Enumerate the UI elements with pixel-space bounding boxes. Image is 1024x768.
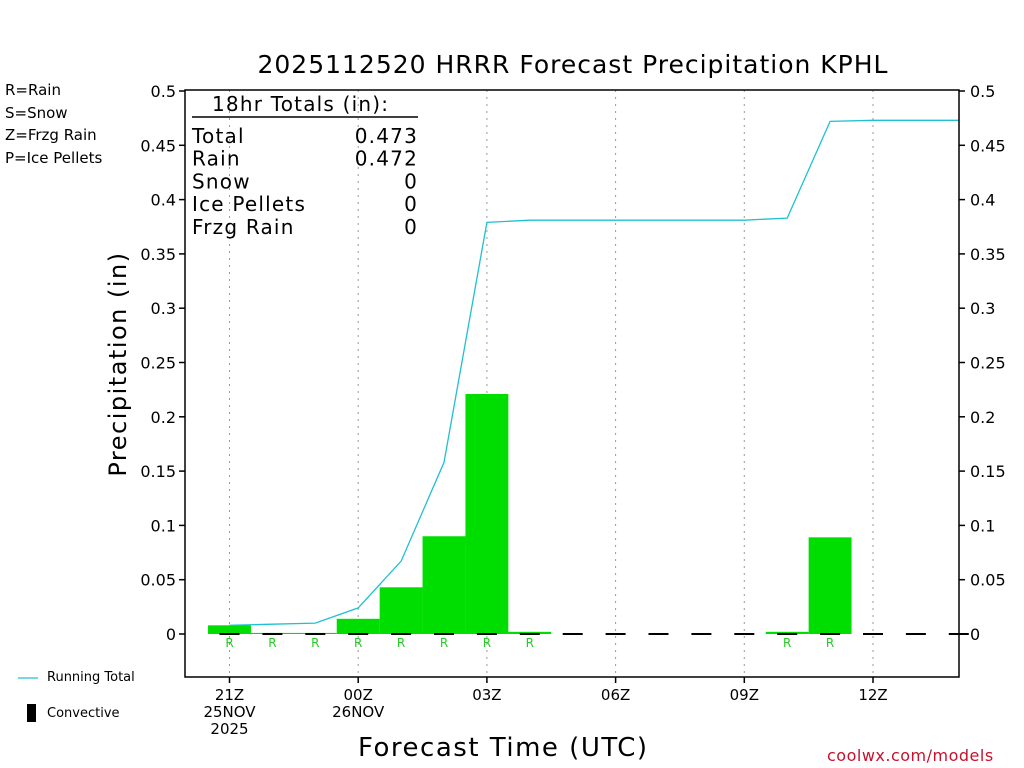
y-tick-label-left: 0.25	[140, 354, 176, 373]
chart-title: 2025112520 HRRR Forecast Precipitation K…	[257, 50, 889, 79]
y-tick-label-right: 0	[970, 625, 980, 644]
precip-bar	[808, 537, 852, 634]
legend-running-total-label: Running Total	[47, 670, 135, 685]
x-axis-title: Forecast Time (UTC)	[358, 733, 649, 763]
y-tick-label-left: 0.4	[151, 191, 176, 210]
plot-frame	[184, 89, 960, 678]
y-tick-label-left: 0.15	[140, 462, 176, 481]
x-tick-label: 25NOV	[203, 703, 256, 721]
x-tick-label: 09Z	[730, 686, 759, 704]
y-tick-label-right: 0.15	[970, 462, 1006, 481]
precip-bar	[379, 587, 423, 634]
y-tick-label-right: 0.05	[970, 571, 1006, 590]
key-ice-pellets: P=Ice Pellets	[5, 149, 103, 167]
y-tick-label-right: 0.3	[970, 299, 995, 318]
precip-bar	[422, 536, 466, 634]
y-tick-label-left: 0	[166, 625, 176, 644]
precip-bar	[765, 631, 809, 634]
legend-convective-label: Convective	[47, 706, 120, 721]
x-tick-label: 06Z	[601, 686, 630, 704]
precip-bar	[336, 618, 380, 634]
precip-type-label: R	[311, 636, 319, 650]
precip-type-label: R	[783, 636, 791, 650]
x-tick-label: 2025	[210, 720, 248, 738]
y-tick-label-right: 0.1	[970, 516, 995, 535]
totals-row-label: Snow	[192, 169, 251, 193]
precip-bar	[465, 393, 509, 634]
y-tick-label-right: 0.45	[970, 136, 1006, 155]
precip-bar	[508, 631, 552, 634]
precip-type-label: R	[483, 636, 491, 650]
precip-type-label: R	[526, 636, 534, 650]
precip-bar	[208, 625, 251, 634]
totals-row-label: Ice Pellets	[192, 192, 306, 216]
y-tick-label-left: 0.3	[151, 299, 176, 318]
key-rain: R=Rain	[5, 81, 61, 99]
x-tick-label: 21Z	[215, 686, 244, 704]
precip-type-label: R	[354, 636, 362, 650]
precip-type-label: R	[397, 636, 405, 650]
y-tick-label-left: 0.05	[140, 571, 176, 590]
y-tick-label-left: 0.2	[151, 408, 176, 427]
site-credit: coolwx.com/models	[827, 746, 994, 765]
totals-row-value: 0	[404, 169, 418, 193]
totals-row-label: Rain	[192, 147, 241, 171]
y-tick-label-right: 0.25	[970, 354, 1006, 373]
precip-type-label: R	[826, 636, 834, 650]
running-total-line	[229, 119, 959, 626]
key-snow: S=Snow	[5, 104, 68, 122]
key-frzg-rain: Z=Frzg Rain	[5, 126, 97, 144]
totals-row-value: 0.472	[355, 147, 418, 171]
y-tick-label-right: 0.35	[970, 245, 1006, 264]
totals-row-value: 0	[404, 192, 418, 216]
x-tick-label: 12Z	[858, 686, 887, 704]
totals-row-value: 0	[404, 215, 418, 239]
precip-type-label: R	[440, 636, 448, 650]
totals-header: 18hr Totals (in):	[212, 92, 389, 116]
y-tick-label-left: 0.5	[151, 82, 176, 101]
totals-row-label: Total	[191, 124, 245, 148]
y-tick-label-left: 0.35	[140, 245, 176, 264]
totals-row-label: Frzg Rain	[192, 215, 295, 239]
precip-type-label: R	[225, 636, 233, 650]
y-tick-label-right: 0.2	[970, 408, 995, 427]
y-tick-label-left: 0.45	[140, 136, 176, 155]
y-tick-label-right: 0.5	[970, 82, 995, 101]
y-tick-label-left: 0.1	[151, 516, 176, 535]
x-tick-label: 03Z	[472, 686, 501, 704]
precip-type-label: R	[268, 636, 276, 650]
y-axis-title: Precipitation (in)	[104, 251, 132, 477]
x-tick-label: 26NOV	[332, 703, 385, 721]
x-tick-label: 00Z	[344, 686, 373, 704]
y-tick-label-right: 0.4	[970, 191, 995, 210]
totals-row-value: 0.473	[355, 124, 418, 148]
legend-convective-swatch	[27, 704, 36, 722]
